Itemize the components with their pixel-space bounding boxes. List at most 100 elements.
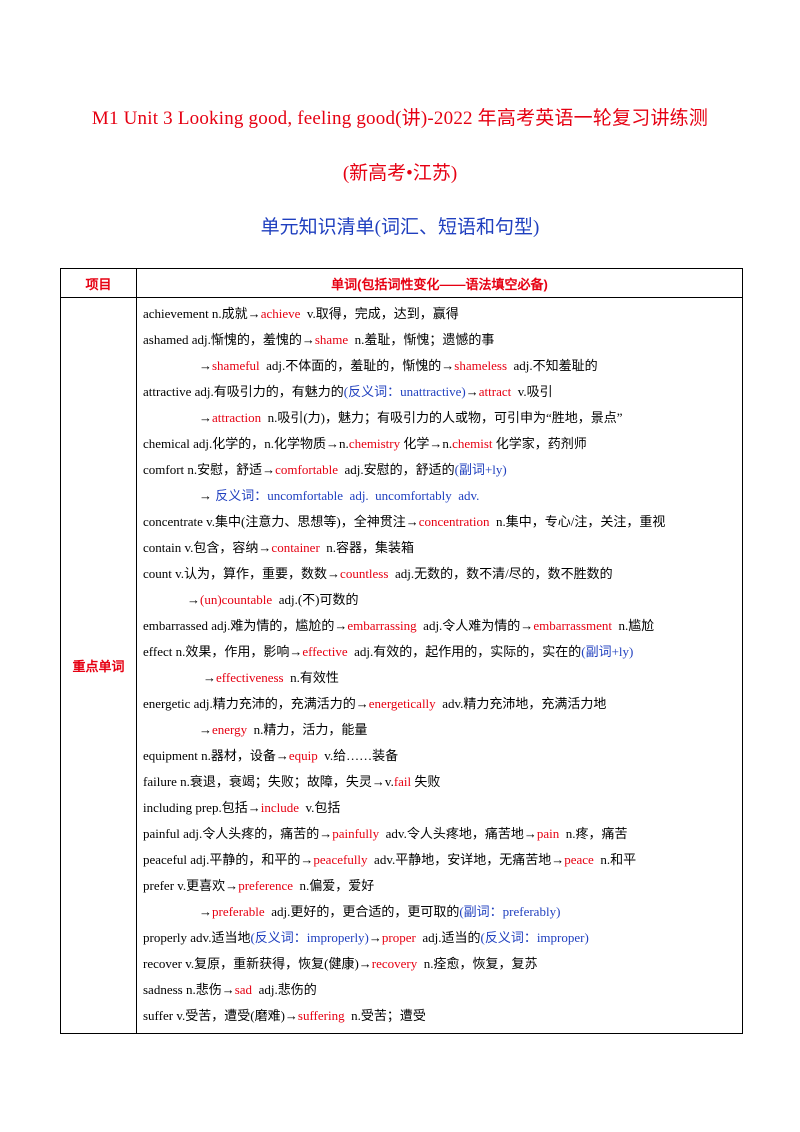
column-header-item: 项目 xyxy=(60,268,137,298)
derived-word: attraction xyxy=(212,410,262,425)
entry-text: → xyxy=(199,904,212,919)
derived-word: fail xyxy=(393,774,412,789)
derived-word: painfully xyxy=(332,826,380,841)
vocab-entry-line: embarrassed adj.难为情的，尴尬的→embarrassing ad… xyxy=(143,613,742,639)
entry-text: concentrate v.集中(注意力、思想等)，全神贯注→ xyxy=(143,514,419,529)
entry-text: → xyxy=(203,670,216,685)
derived-word: container xyxy=(271,540,320,555)
entry-text: adj.令人难为情的→ xyxy=(416,618,534,633)
document-title: M1 Unit 3 Looking good, feeling good(讲)-… xyxy=(91,108,709,129)
entry-text: adj.适当的 xyxy=(415,930,481,945)
vocab-entry-line: effect n.效果，作用，影响→effective adj.有效的，起作用的… xyxy=(143,639,742,665)
derived-word: preferable xyxy=(212,904,265,919)
entry-text: adj.安慰的，舒适的 xyxy=(337,462,455,477)
vocab-entry-line: →attraction n.吸引(力)，魅力；有吸引力的人或物，可引申为“胜地，… xyxy=(143,405,742,431)
vocab-entry-line: count v.认为，算作，重要，数数→countless adj.无数的，数不… xyxy=(143,561,742,587)
note-text: (副词+ly) xyxy=(454,462,507,477)
entry-text: adv.令人头疼地，痛苦地→ xyxy=(379,826,537,841)
entry-text: adj.不体面的，羞耻的，惭愧的→ xyxy=(259,358,455,373)
derived-word: pain xyxy=(536,826,560,841)
entry-text: n.偏爱，爱好 xyxy=(293,878,375,893)
entry-text: n.痊愈，恢复，复苏 xyxy=(417,956,538,971)
entry-text: 失败 xyxy=(411,774,441,789)
derived-word: concentration xyxy=(418,514,490,529)
entry-text: suffer v.受苦，遭受(磨难)→ xyxy=(143,1008,298,1023)
entry-text: v.包括 xyxy=(298,800,341,815)
vocab-entry-line: sadness n.悲伤→sad adj.悲伤的 xyxy=(143,977,742,1003)
derived-word: include xyxy=(260,800,299,815)
vocab-entry-line: →preferable adj.更好的，更合适的，更可取的(副词：prefera… xyxy=(143,899,742,925)
entry-text: sadness n.悲伤→ xyxy=(143,982,235,997)
entry-text: v.给……装备 xyxy=(317,748,399,763)
entry-text: adv.精力充沛地，充满活力地 xyxy=(435,696,607,711)
entry-text: adj.无数的，数不清/尽的，数不胜数的 xyxy=(388,566,613,581)
entry-text: n.吸引(力)，魅力；有吸引力的人或物，可引申为“胜地，景点” xyxy=(261,410,623,425)
vocab-entry-line: contain v.包含，容纳→container n.容器，集装箱 xyxy=(143,535,742,561)
vocab-entry-line: failure n.衰退，衰竭；失败；故障，失灵→v.fail 失败 xyxy=(143,769,742,795)
entry-text: adj.悲伤的 xyxy=(252,982,317,997)
derived-word: sad xyxy=(234,982,253,997)
derived-word: shame xyxy=(314,332,349,347)
document-title-region: (新高考•江苏) xyxy=(342,163,458,184)
entry-text: → xyxy=(465,384,479,399)
entry-text: energetic adj.精力充沛的，充满活力的→ xyxy=(143,696,369,711)
derived-word: effectiveness xyxy=(216,670,284,685)
entry-text: n.有效性 xyxy=(283,670,339,685)
vocab-entry-line: chemical adj.化学的，n.化学物质→n.chemistry 化学→n… xyxy=(143,431,742,457)
derived-word: chemist xyxy=(452,436,493,451)
entry-text: → xyxy=(187,592,200,607)
word-list-cell: achievement n.成就→achieve v.取得，完成，达到，赢得 as… xyxy=(136,297,743,1034)
vocab-entry-line: painful adj.令人头疼的，痛苦的→painfully adv.令人头疼… xyxy=(143,821,742,847)
derived-word: suffering xyxy=(297,1008,345,1023)
entry-text: achievement n.成就→ xyxy=(143,306,261,321)
vocab-entry-line: recover v.复原，重新获得，恢复(健康)→recovery n.痊愈，恢… xyxy=(143,951,742,977)
entry-text: attractive adj.有吸引力的，有魅力的 xyxy=(143,384,344,399)
vocab-entry-line: →(un)countable adj.(不)可数的 xyxy=(143,587,742,613)
derived-word: equip xyxy=(288,748,318,763)
entry-text: → xyxy=(199,488,216,503)
vocab-entry-line: comfort n.安慰，舒适→comfortable adj.安慰的，舒适的(… xyxy=(143,457,742,483)
note-text: (反义词：improper) xyxy=(480,930,589,945)
entry-text: → xyxy=(368,930,382,945)
derived-word: peacefully xyxy=(313,852,368,867)
entry-text: adv.平静地，安详地，无痛苦地→ xyxy=(367,852,565,867)
entry-text: including prep.包括→ xyxy=(143,800,261,815)
note-text: 反义词：uncomfortable adj. uncomfortably adv… xyxy=(215,488,480,503)
entry-text: n.集中，专心/注，关注，重视 xyxy=(489,514,666,529)
entry-text: ashamed adj.惭愧的，羞愧的→ xyxy=(143,332,315,347)
vocab-entry-line: prefer v.更喜欢→preference n.偏爱，爱好 xyxy=(143,873,742,899)
vocab-entry-line: →energy n.精力，活力，能量 xyxy=(143,717,742,743)
derived-word: achieve xyxy=(260,306,301,321)
entry-text: embarrassed adj.难为情的，尴尬的→ xyxy=(143,618,348,633)
table-row: 重点单词 achievement n.成就→achieve v.取得，完成，达到… xyxy=(60,297,743,1034)
derived-word: shameful xyxy=(212,358,260,373)
entry-text: n.疼，痛苦 xyxy=(559,826,628,841)
entry-text: equipment n.器材，设备→ xyxy=(143,748,289,763)
derived-word: (un)countable xyxy=(200,592,273,607)
vocab-entry-line: including prep.包括→include v.包括 xyxy=(143,795,742,821)
entry-text: comfort n.安慰，舒适→ xyxy=(143,462,276,477)
entry-text: painful adj.令人头疼的，痛苦的→ xyxy=(143,826,333,841)
note-text: (副词+ly) xyxy=(581,644,634,659)
entry-text: v.吸引 xyxy=(511,384,553,399)
derived-word: comfortable xyxy=(275,462,338,477)
note-text: (副词：preferably) xyxy=(459,904,561,919)
vocab-entry-line: ashamed adj.惭愧的，羞愧的→shame n.羞耻，惭愧；遗憾的事 xyxy=(143,327,742,353)
vocab-entry-line: energetic adj.精力充沛的，充满活力的→energetically … xyxy=(143,691,742,717)
category-cell: 重点单词 xyxy=(60,297,137,1034)
entry-text: count v.认为，算作，重要，数数→ xyxy=(143,566,341,581)
entry-text: properly adv.适当地 xyxy=(143,930,251,945)
entry-text: n.受苦；遭受 xyxy=(344,1008,426,1023)
entry-text: 化学家，药剂师 xyxy=(492,436,587,451)
vocab-entry-line: suffer v.受苦，遭受(磨难)→suffering n.受苦；遭受 xyxy=(143,1003,742,1029)
entry-text: 化学→n. xyxy=(400,436,453,451)
entry-text: → xyxy=(199,358,212,373)
entry-text: n.和平 xyxy=(593,852,637,867)
entry-text: failure n.衰退，衰竭；失败；故障，失灵→v. xyxy=(143,774,394,789)
entry-text: adj.有效的，起作用的，实际的，实在的 xyxy=(347,644,582,659)
note-text: (反义词：unattractive) xyxy=(343,384,466,399)
derived-word: embarrassing xyxy=(347,618,417,633)
table-header-row: 项目 单词(包括词性变化——语法填空必备) xyxy=(60,268,743,298)
vocab-entry-line: achievement n.成就→achieve v.取得，完成，达到，赢得 xyxy=(143,301,742,327)
vocab-entry-line: concentrate v.集中(注意力、思想等)，全神贯注→concentra… xyxy=(143,509,742,535)
